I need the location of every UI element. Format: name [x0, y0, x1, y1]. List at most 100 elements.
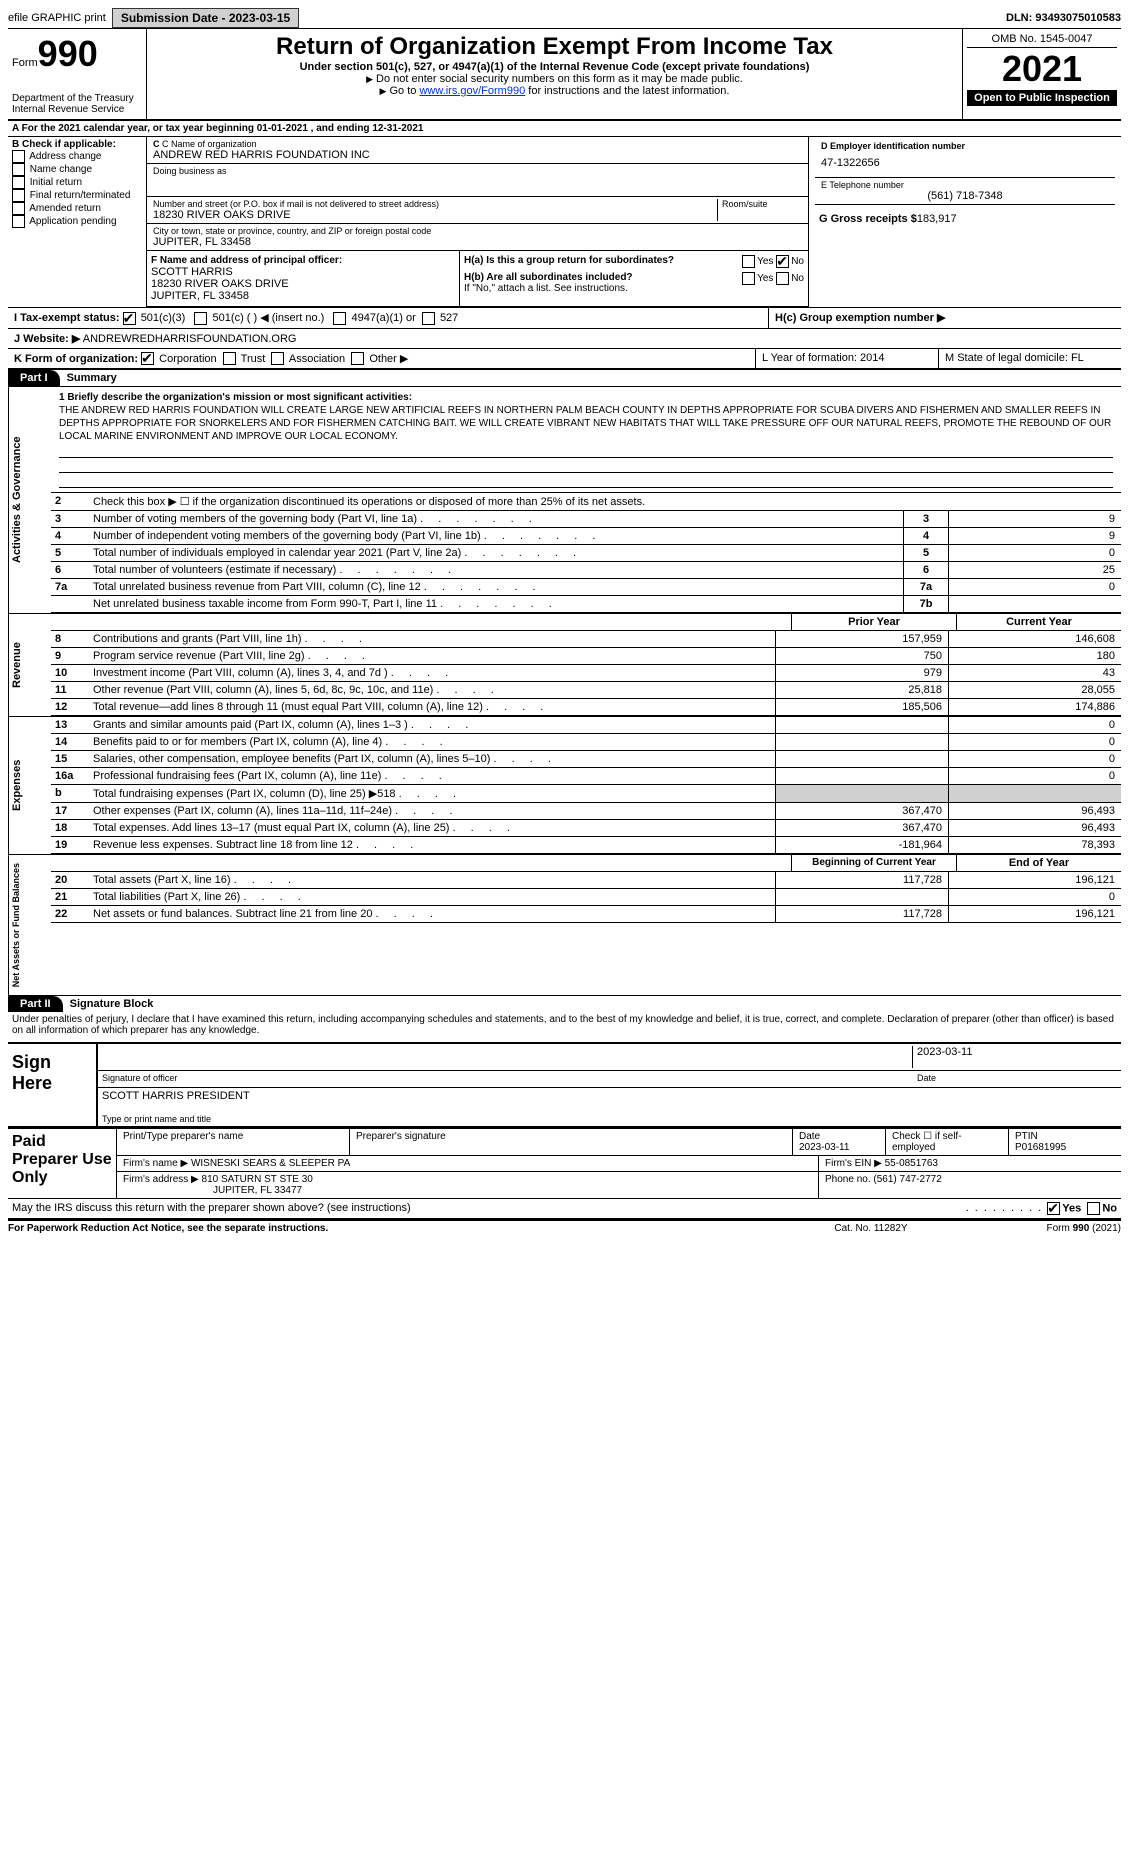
mission-text: THE ANDREW RED HARRIS FOUNDATION WILL CR… — [59, 405, 1111, 442]
name-label: C Name of organization — [162, 139, 257, 149]
f-name: SCOTT HARRIS — [151, 266, 455, 278]
discuss-yes-checkbox[interactable] — [1047, 1202, 1060, 1215]
preparer-sig-label: Preparer's signature — [349, 1129, 792, 1155]
section-b-option: Name change — [12, 163, 142, 176]
room-label: Room/suite — [722, 199, 802, 209]
net-assets-section: Net Assets or Fund Balances Beginning of… — [8, 854, 1121, 996]
summary-line: 5Total number of individuals employed in… — [51, 545, 1121, 562]
summary-line: 7aTotal unrelated business revenue from … — [51, 579, 1121, 596]
footer-right: Form 990 (2021) — [971, 1223, 1121, 1234]
summary-line: bTotal fundraising expenses (Part IX, co… — [51, 785, 1121, 803]
street: 18230 RIVER OAKS DRIVE — [153, 209, 717, 221]
ssn-warning: Do not enter social security numbers on … — [155, 73, 954, 85]
corp-checkbox[interactable] — [141, 352, 154, 365]
ha-yes-checkbox[interactable] — [742, 255, 755, 268]
begin-year-header: Beginning of Current Year — [791, 855, 956, 871]
goto-tail: for instructions and the latest informat… — [528, 85, 729, 97]
goto-link[interactable]: www.irs.gov/Form990 — [419, 85, 525, 97]
firm-addr1: 810 SATURN ST STE 30 — [202, 1174, 313, 1185]
firm-phone: (561) 747-2772 — [873, 1174, 941, 1185]
irs-label: Internal Revenue Service — [12, 104, 142, 115]
ha-label: H(a) Is this a group return for subordin… — [464, 255, 674, 266]
form-number: 990 — [38, 33, 98, 74]
declaration: Under penalties of perjury, I declare th… — [8, 1012, 1121, 1038]
ptin: P01681995 — [1015, 1142, 1066, 1153]
expenses-section: Expenses 13Grants and similar amounts pa… — [8, 716, 1121, 854]
assoc-checkbox[interactable] — [271, 352, 284, 365]
summary-line: 16aProfessional fundraising fees (Part I… — [51, 768, 1121, 785]
section-b: B Check if applicable: Address change Na… — [8, 137, 146, 307]
501c-checkbox[interactable] — [194, 312, 207, 325]
527-checkbox[interactable] — [422, 312, 435, 325]
j-label: J Website: ▶ — [14, 333, 80, 345]
firm-addr2: JUPITER, FL 33477 — [213, 1185, 302, 1196]
open-to-public: Open to Public Inspection — [967, 90, 1117, 106]
firm-ein: 55-0851763 — [885, 1158, 938, 1169]
goto-prefix: Go to — [380, 85, 417, 97]
summary-line: 19Revenue less expenses. Subtract line 1… — [51, 837, 1121, 854]
part1-header-row: Part I Summary — [8, 370, 1121, 386]
form-title: Return of Organization Exempt From Incom… — [155, 33, 954, 61]
summary-line: 3Number of voting members of the governi… — [51, 511, 1121, 528]
section-d: D Employer identification number 47-1322… — [809, 137, 1121, 307]
efile-print-label: efile GRAPHIC print — [8, 12, 106, 24]
501c3-checkbox[interactable] — [123, 312, 136, 325]
summary-line: 18Total expenses. Add lines 13–17 (must … — [51, 820, 1121, 837]
dba-label: Doing business as — [153, 166, 802, 176]
4947-checkbox[interactable] — [333, 312, 346, 325]
section-b-label: B Check if applicable: — [12, 139, 142, 150]
summary-line: 15Salaries, other compensation, employee… — [51, 751, 1121, 768]
activities-governance: Activities & Governance 1 Briefly descri… — [8, 386, 1121, 613]
discuss-no-checkbox[interactable] — [1087, 1202, 1100, 1215]
f-label: F Name and address of principal officer: — [151, 255, 342, 266]
i-label: I Tax-exempt status: — [14, 312, 120, 324]
discuss-text: May the IRS discuss this return with the… — [12, 1202, 966, 1215]
section-b-option: Final return/terminated — [12, 189, 142, 202]
part1-badge: Part I — [8, 370, 60, 386]
section-b-option: Initial return — [12, 176, 142, 189]
submission-date-button[interactable]: Submission Date - 2023-03-15 — [112, 8, 299, 28]
org-name: ANDREW RED HARRIS FOUNDATION INC — [153, 149, 802, 161]
hb-label: H(b) Are all subordinates included? — [464, 272, 633, 283]
street-label: Number and street (or P.O. box if mail i… — [153, 199, 717, 209]
summary-line: 22Net assets or fund balances. Subtract … — [51, 906, 1121, 923]
omb-number: OMB No. 1545-0047 — [967, 33, 1117, 48]
hb-yes-checkbox[interactable] — [742, 272, 755, 285]
ein: 47-1322656 — [821, 151, 1109, 175]
side-expenses: Expenses — [8, 717, 51, 854]
officer-name-title: SCOTT HARRIS PRESIDENT — [102, 1090, 250, 1112]
city-label: City or town, state or province, country… — [153, 226, 802, 236]
row-klm: K Form of organization: Corporation Trus… — [8, 349, 1121, 371]
summary-line: 13Grants and similar amounts paid (Part … — [51, 717, 1121, 734]
l-formation: L Year of formation: 2014 — [756, 349, 939, 369]
f-addr2: JUPITER, FL 33458 — [151, 290, 455, 302]
ha-no-checkbox[interactable] — [776, 255, 789, 268]
trust-checkbox[interactable] — [223, 352, 236, 365]
section-c: C C Name of organization ANDREW RED HARR… — [146, 137, 809, 307]
city: JUPITER, FL 33458 — [153, 236, 802, 248]
preparer-date: 2023-03-11 — [799, 1142, 849, 1153]
header-right: OMB No. 1545-0047 2021 Open to Public In… — [962, 29, 1121, 119]
section-bcd: B Check if applicable: Address change Na… — [8, 137, 1121, 308]
name-title-label: Type or print name and title — [98, 1114, 1121, 1126]
footer-center: Cat. No. 11282Y — [771, 1223, 971, 1234]
part2-header-row: Part II Signature Block — [8, 996, 1121, 1012]
row-i: I Tax-exempt status: 501(c)(3) 501(c) ( … — [8, 308, 1121, 329]
summary-line: 20Total assets (Part X, line 16) . . . .… — [51, 872, 1121, 889]
other-checkbox[interactable] — [351, 352, 364, 365]
date-label: Date — [917, 1073, 1117, 1085]
header-left: Form990 Department of the Treasury Inter… — [8, 29, 147, 119]
summary-line: 17Other expenses (Part IX, column (A), l… — [51, 803, 1121, 820]
summary-line: 8Contributions and grants (Part VIII, li… — [51, 631, 1121, 648]
website: ANDREWREDHARRISFOUNDATION.ORG — [83, 333, 297, 345]
preparer-name-label: Print/Type preparer's name — [116, 1129, 349, 1155]
summary-line: 4Number of independent voting members of… — [51, 528, 1121, 545]
summary-line: 21Total liabilities (Part X, line 26) . … — [51, 889, 1121, 906]
part2-badge: Part II — [8, 996, 63, 1012]
row-j: J Website: ▶ ANDREWREDHARRISFOUNDATION.O… — [8, 329, 1121, 349]
summary-line: 12Total revenue—add lines 8 through 11 (… — [51, 699, 1121, 716]
summary-line: Net unrelated business taxable income fr… — [51, 596, 1121, 613]
sig-date: 2023-03-11 — [912, 1046, 1117, 1068]
prior-year-header: Prior Year — [791, 614, 956, 630]
hb-no-checkbox[interactable] — [776, 272, 789, 285]
